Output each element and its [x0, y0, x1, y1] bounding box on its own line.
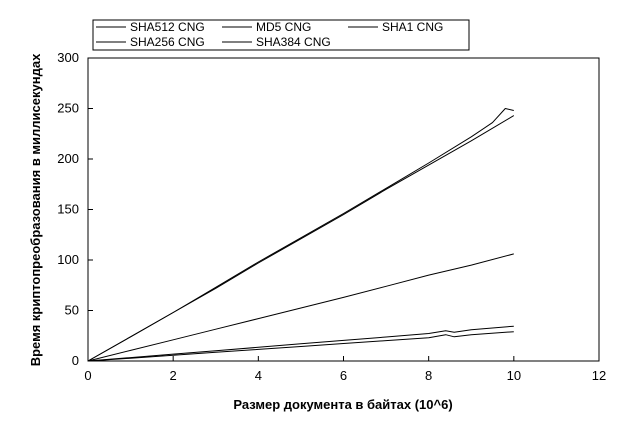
- legend-label: MD5 CNG: [256, 20, 311, 34]
- series-line-sha1-cng: [87, 253, 514, 362]
- y-axis-title: Время криптопреобразования в миллисекунд…: [28, 53, 43, 366]
- y-tick-label: 150: [57, 202, 79, 217]
- series-line-md5-cng: [87, 331, 514, 362]
- legend-label: SHA384 CNG: [256, 35, 331, 49]
- series-line-sha384-cng: [87, 115, 515, 362]
- y-tick-label: 0: [72, 353, 79, 368]
- x-tick-label: 6: [340, 368, 347, 383]
- x-tick-label: 12: [592, 368, 606, 383]
- x-tick-label: 4: [255, 368, 262, 383]
- series-layer: [87, 108, 515, 362]
- legend-label: SHA1 CNG: [382, 20, 443, 34]
- x-tick-label: 8: [425, 368, 432, 383]
- x-tick-label: 10: [507, 368, 521, 383]
- legend-label: SHA512 CNG: [130, 20, 205, 34]
- legend-box: [92, 19, 470, 51]
- x-tick-label: 0: [84, 368, 91, 383]
- y-tick-label: 250: [57, 101, 79, 116]
- y-tick-label: 50: [65, 303, 79, 318]
- y-tick-label: 300: [57, 50, 79, 65]
- series-line-sha256-cng: [87, 325, 514, 362]
- axes-layer: 0 2 4 6 8 10 12 0 50 100 150 200 250 300: [57, 50, 606, 383]
- y-tick-label: 100: [57, 252, 79, 267]
- x-tick-label: 2: [170, 368, 177, 383]
- legend: SHA512 CNG MD5 CNG SHA1 CNG SHA256 CNG SHA38…: [92, 19, 470, 51]
- legend-label: SHA256 CNG: [130, 35, 205, 49]
- x-axis-title: Размер документа в байтах (10^6): [233, 397, 452, 412]
- y-tick-label: 200: [57, 151, 79, 166]
